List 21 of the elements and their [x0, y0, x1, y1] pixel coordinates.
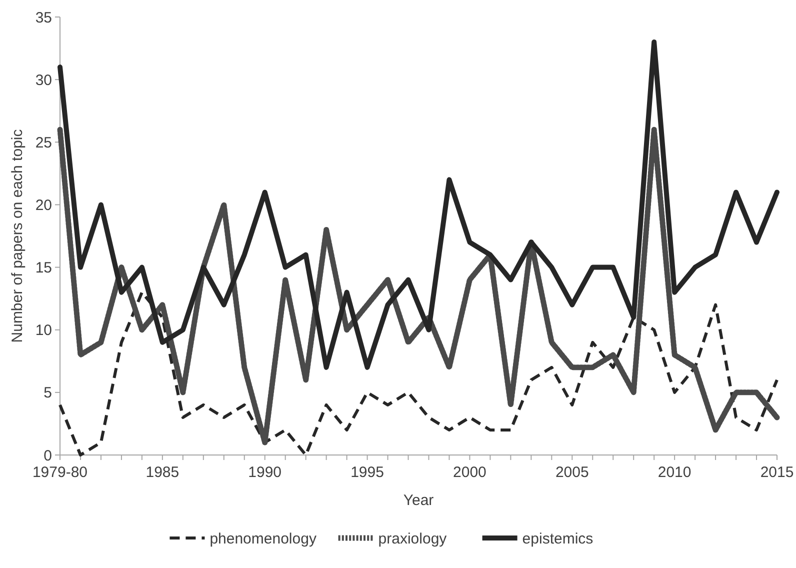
y-tick-label: 5 [44, 384, 52, 402]
y-tick-label: 25 [35, 134, 52, 152]
y-tick-label: 20 [35, 196, 52, 214]
y-axis-title: Number of papers on each topic [9, 128, 26, 343]
legend-label: phenomenology [210, 530, 317, 548]
x-tick-label: 1995 [350, 464, 384, 481]
legend-label: praxiology [378, 530, 448, 548]
x-tick-label: 1979-80 [32, 464, 88, 481]
x-tick-label: 2005 [555, 464, 589, 481]
x-tick-label: 2000 [453, 464, 486, 481]
y-tick-label: 0 [44, 447, 52, 464]
y-tick-label: 30 [35, 72, 52, 89]
y-tick-label: 35 [35, 9, 52, 26]
x-tick-label: 2010 [658, 464, 692, 481]
y-tick-label: 15 [35, 260, 52, 277]
legend-label: epistemics [522, 530, 594, 548]
x-tick-label: 1990 [248, 464, 282, 481]
x-tick-label: 2015 [760, 464, 794, 481]
y-tick-label: 10 [35, 322, 52, 340]
x-axis-title: Year [403, 492, 434, 509]
x-tick-label: 1985 [146, 464, 180, 481]
